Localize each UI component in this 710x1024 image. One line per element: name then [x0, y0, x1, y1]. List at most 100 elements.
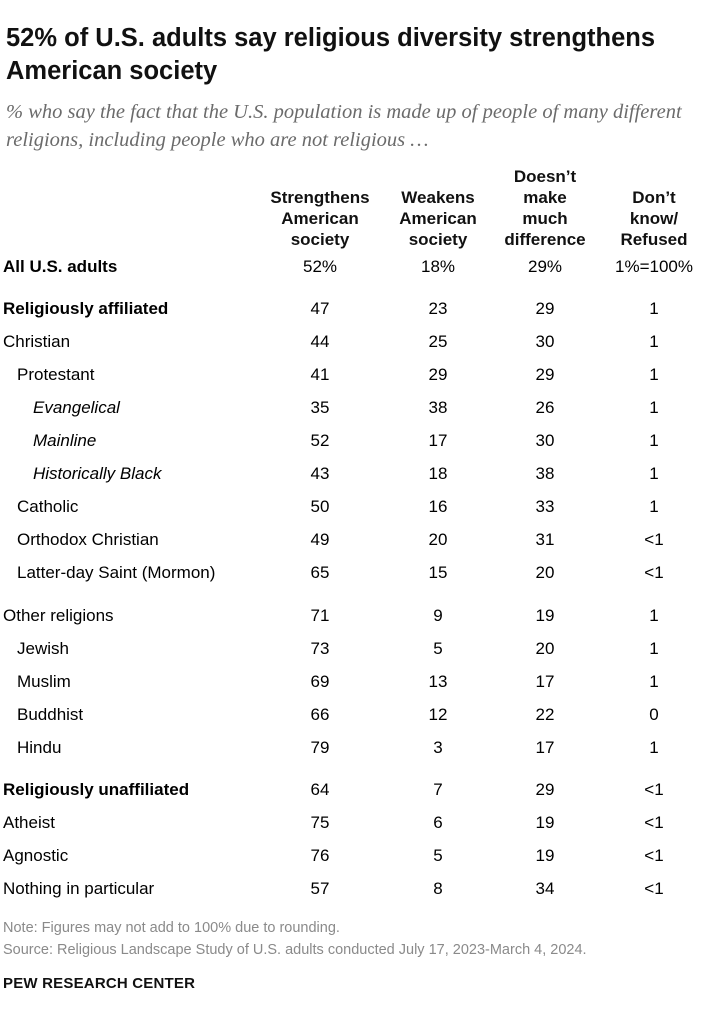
data-cell: 5	[433, 846, 443, 865]
row-label: Atheist	[3, 813, 55, 832]
data-cell: 19	[535, 846, 555, 865]
table-row: Christian 44 25 30 1	[0, 329, 710, 355]
row-label: Evangelical	[33, 398, 120, 417]
data-cell: 29	[535, 365, 555, 384]
data-cell: 1	[649, 332, 659, 351]
data-cell: 20	[535, 563, 555, 582]
data-cell: 52	[310, 431, 330, 450]
data-cell: 73	[310, 639, 330, 658]
data-cell: 15	[428, 563, 448, 582]
data-cell: 29	[535, 299, 555, 318]
data-cell: 29%	[527, 257, 563, 276]
data-cell: 29	[535, 780, 555, 799]
data-cell: 20	[428, 530, 448, 549]
table-row: All U.S. adults 52% 18% 29% 1%=100%	[0, 254, 710, 280]
data-cell: 66	[310, 705, 330, 724]
data-cell: 8	[433, 879, 443, 898]
data-cell: 19	[535, 606, 555, 625]
data-cell: 64	[310, 780, 330, 799]
row-label: Christian	[3, 332, 71, 351]
data-cell: 65	[310, 563, 330, 582]
data-cell: 1	[649, 365, 659, 384]
data-cell: 79	[310, 738, 330, 757]
table-row: Religiously unaffiliated 64 7 29 <1	[0, 777, 710, 803]
data-cell: 29	[428, 365, 448, 384]
data-cell: 50	[310, 497, 330, 516]
data-cell: 34	[535, 879, 555, 898]
table-row: Historically Black 43 18 38 1	[0, 461, 710, 487]
data-cell: 0	[649, 705, 659, 724]
row-label: Latter-day Saint (Mormon)	[17, 563, 216, 582]
data-cell: 17	[535, 672, 555, 691]
table-row: Catholic 50 16 33 1	[0, 494, 710, 520]
data-cell: 43	[310, 464, 330, 483]
table-row: Other religions 71 9 19 1	[0, 603, 710, 629]
row-label: Protestant	[17, 365, 95, 384]
data-cell: 1	[649, 672, 659, 691]
column-header: Weakens American society	[399, 188, 477, 249]
table-row: Agnostic 76 5 19 <1	[0, 843, 710, 869]
table-row: Jewish 73 5 20 1	[0, 636, 710, 662]
table-row: Protestant 41 29 29 1	[0, 362, 710, 388]
table-row: Buddhist 66 12 22 0	[0, 702, 710, 728]
data-cell: 1	[649, 299, 659, 318]
data-cell: 38	[535, 464, 555, 483]
data-cell: 1	[649, 431, 659, 450]
row-label: Historically Black	[33, 464, 162, 483]
footnote: Note: Figures may not add to 100% due to…	[3, 920, 340, 936]
table-row: Atheist 75 6 19 <1	[0, 810, 710, 836]
data-cell: 7	[433, 780, 443, 799]
row-label: Hindu	[17, 738, 62, 757]
data-cell: 57	[310, 879, 330, 898]
table-row: Hindu 79 3 17 1	[0, 735, 710, 761]
data-cell: 3	[433, 738, 443, 757]
data-cell: 1	[649, 738, 659, 757]
row-label: Orthodox Christian	[17, 530, 159, 549]
data-cell: 19	[535, 813, 555, 832]
data-cell: 76	[310, 846, 330, 865]
table-row: Orthodox Christian 49 20 31 <1	[0, 527, 710, 553]
data-cell: 49	[310, 530, 330, 549]
data-cell: 47	[310, 299, 330, 318]
table-row: Muslim 69 13 17 1	[0, 669, 710, 695]
data-cell: <1	[644, 813, 664, 832]
table-row: Mainline 52 17 30 1	[0, 428, 710, 454]
data-cell: 1	[649, 606, 659, 625]
data-cell: 38	[428, 398, 448, 417]
table-row: Nothing in particular 57 8 34 <1	[0, 876, 710, 902]
data-cell: 30	[535, 332, 555, 351]
data-cell: 12	[428, 705, 448, 724]
data-cell: 1	[649, 398, 659, 417]
row-label: Nothing in particular	[3, 879, 155, 898]
row-label: Religiously affiliated	[3, 299, 169, 318]
data-cell: 33	[535, 497, 555, 516]
data-cell: 20	[535, 639, 555, 658]
data-cell: 18	[428, 464, 448, 483]
row-label: Other religions	[3, 606, 114, 625]
data-cell: 69	[310, 672, 330, 691]
column-header: Doesn’t make much difference	[504, 167, 586, 249]
data-cell: 17	[535, 738, 555, 757]
data-cell: 17	[428, 431, 448, 450]
data-cell: 44	[310, 332, 330, 351]
data-cell: 71	[310, 606, 330, 625]
column-header: Strengthens American society	[270, 188, 370, 249]
source-note: Source: Religious Landscape Study of U.S…	[3, 942, 587, 958]
row-label: Buddhist	[17, 705, 84, 724]
data-cell: <1	[644, 780, 664, 799]
data-cell: 5	[433, 639, 443, 658]
data-cell: 26	[535, 398, 555, 417]
row-label: Agnostic	[3, 846, 69, 865]
row-label: All U.S. adults	[3, 257, 118, 276]
data-cell: 1	[649, 464, 659, 483]
data-cell: 1%=100%	[615, 257, 693, 276]
row-label: Mainline	[33, 431, 97, 450]
row-label: Jewish	[17, 639, 69, 658]
chart-title: 52% of U.S. adults say religious diversi…	[6, 24, 656, 85]
data-cell: 31	[535, 530, 555, 549]
data-cell: <1	[644, 846, 664, 865]
data-cell: <1	[644, 530, 664, 549]
chart-subtitle: % who say the fact that the U.S. populat…	[6, 101, 682, 151]
data-cell: 22	[535, 705, 555, 724]
row-label: Catholic	[17, 497, 79, 516]
